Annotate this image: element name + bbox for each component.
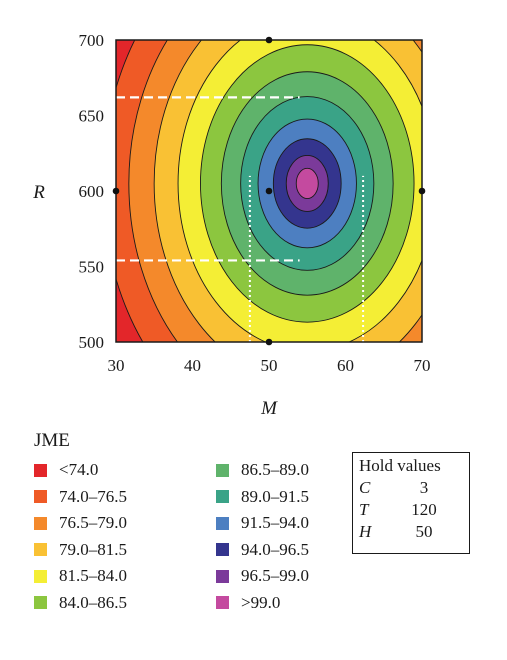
legend-item: 91.5–94.0 (216, 510, 309, 537)
hold-value-number: 120 (411, 500, 437, 519)
legend-item: 96.5–99.0 (216, 563, 309, 590)
hold-value-number: 50 (415, 522, 433, 541)
legend-column-right: 86.5–89.0 89.0–91.5 91.5–94.0 94.0–96.5 96.5… (216, 457, 309, 616)
design-point-2 (265, 36, 273, 44)
legend-swatch (34, 490, 47, 504)
y-axis-label: R (32, 182, 45, 203)
y-tick-labels: 500 550 600 650 700 (79, 31, 105, 352)
legend-label: 84.0–86.5 (59, 592, 127, 612)
design-points (112, 36, 426, 346)
x-tick-label-1: 40 (184, 356, 201, 375)
y-tick-label-4: 700 (79, 31, 105, 50)
legend-label: <74.0 (59, 460, 99, 480)
hold-value-name: H (359, 522, 372, 541)
legend-swatch (34, 463, 47, 477)
legend-swatch (216, 569, 229, 583)
legend-item: 94.0–96.5 (216, 537, 309, 564)
guide-lines (116, 96, 365, 342)
design-point-3 (265, 338, 273, 346)
legend-swatch (216, 463, 229, 477)
contour-band-11 (295, 167, 319, 199)
x-tick-label-0: 30 (108, 356, 125, 375)
legend-label: 86.5–89.0 (241, 460, 309, 480)
hold-values-box: Hold values C 3 T 120 H 50 (352, 452, 470, 554)
legend-label: 89.0–91.5 (241, 486, 309, 506)
legend-item: 74.0–76.5 (34, 484, 127, 511)
y-tick-label-1: 550 (79, 258, 105, 277)
contour-plot: 30 40 50 60 70 500 550 600 650 700 M R (32, 31, 431, 419)
x-axis-label: M (260, 398, 278, 419)
legend-label: 81.5–84.0 (59, 566, 127, 586)
legend-swatch (34, 596, 47, 610)
design-point-1 (418, 187, 426, 195)
x-tick-label-2: 50 (261, 356, 278, 375)
hold-value-name: T (359, 500, 369, 519)
hold-value-row: H 50 (359, 521, 469, 543)
legend-item: 89.0–91.5 (216, 484, 309, 511)
hold-values-title: Hold values (359, 456, 441, 475)
legend-label: >99.0 (241, 592, 281, 612)
legend-swatch (216, 516, 229, 530)
legend-item: 76.5–79.0 (34, 510, 127, 537)
legend-label: 74.0–76.5 (59, 486, 127, 506)
legend-item: 86.5–89.0 (216, 457, 309, 484)
legend-label: 94.0–96.5 (241, 539, 309, 559)
design-point-4 (265, 187, 273, 195)
legend-item: <74.0 (34, 457, 127, 484)
hold-value-number: 3 (419, 478, 429, 497)
legend-item: 81.5–84.0 (34, 563, 127, 590)
legend-label: 91.5–94.0 (241, 513, 309, 533)
design-point-0 (112, 187, 120, 195)
legend-label: 76.5–79.0 (59, 513, 127, 533)
legend-swatch (216, 543, 229, 557)
legend-swatch (34, 569, 47, 583)
legend-item: 79.0–81.5 (34, 537, 127, 564)
legend-swatch (216, 596, 229, 610)
legend-item: 84.0–86.5 (34, 590, 127, 617)
legend-swatch (34, 543, 47, 557)
legend-label: 96.5–99.0 (241, 566, 309, 586)
x-tick-label-4: 70 (414, 356, 431, 375)
x-tick-labels: 30 40 50 60 70 (108, 356, 431, 375)
y-tick-label-3: 650 (79, 107, 105, 126)
legend-swatch (34, 516, 47, 530)
hold-value-row: T 120 (359, 499, 469, 521)
y-tick-label-0: 500 (79, 333, 105, 352)
legend-swatch (216, 490, 229, 504)
contour-regions (116, 40, 422, 342)
x-tick-label-3: 60 (337, 356, 354, 375)
y-tick-label-2: 600 (79, 182, 105, 201)
hold-value-name: C (359, 478, 371, 497)
legend-column-left: <74.0 74.0–76.5 76.5–79.0 79.0–81.5 81.5–84.… (34, 457, 127, 616)
legend-label: 79.0–81.5 (59, 539, 127, 559)
legend-title: JME (34, 430, 70, 451)
legend-item: >99.0 (216, 590, 309, 617)
